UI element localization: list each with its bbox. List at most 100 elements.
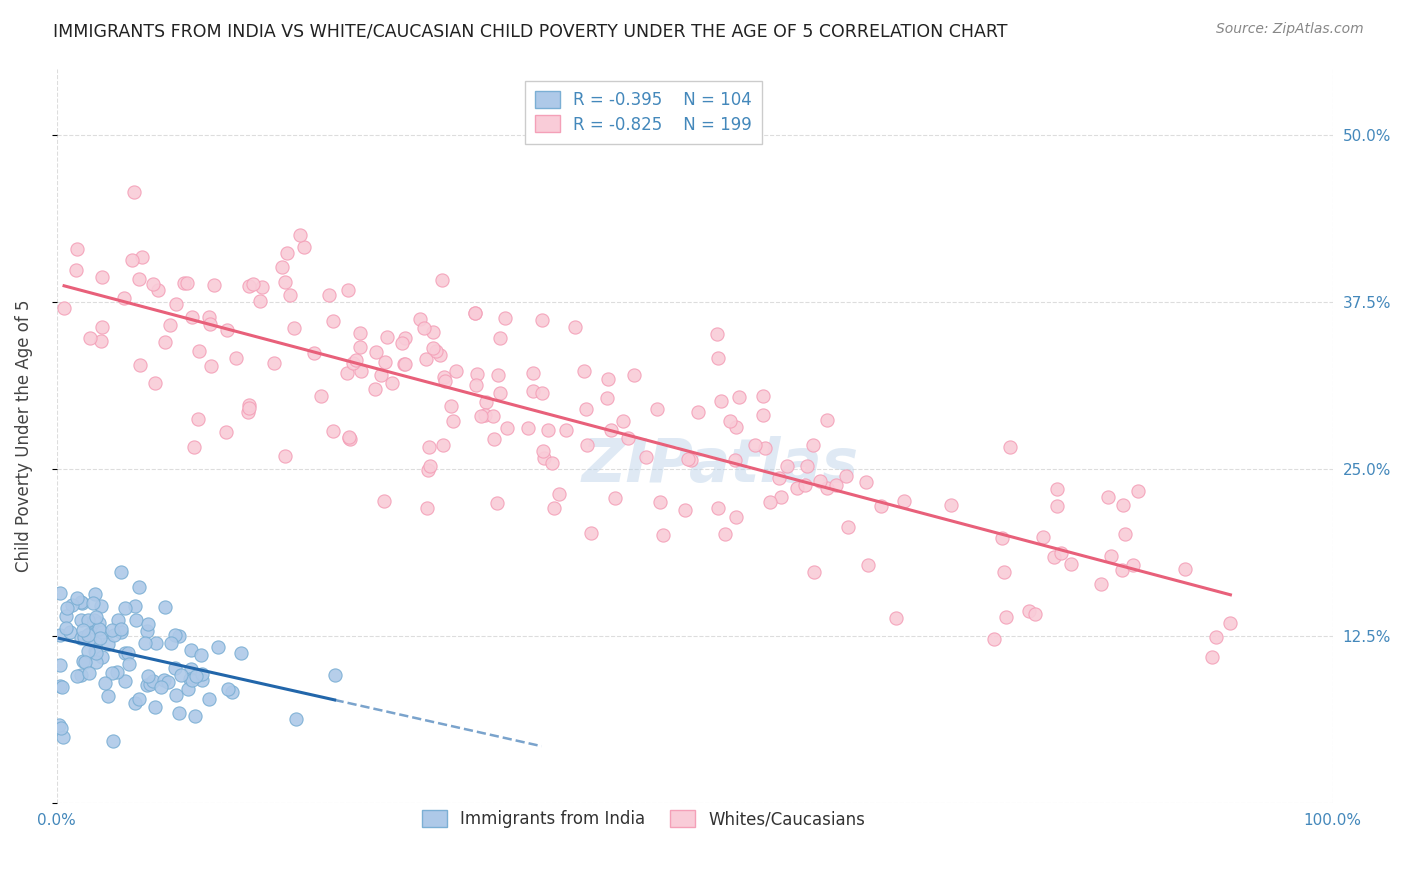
Point <box>485 496 508 510</box>
Point <box>152 673 174 687</box>
Point <box>1090 577 1112 591</box>
Point <box>754 441 776 455</box>
Point <box>430 273 453 287</box>
Point <box>337 430 360 444</box>
Point <box>433 374 456 388</box>
Point <box>837 520 859 534</box>
Point <box>522 366 544 380</box>
Point <box>706 501 728 516</box>
Point <box>422 342 444 356</box>
Point <box>70 613 93 627</box>
Point <box>1032 530 1054 544</box>
Point <box>218 681 240 696</box>
Point <box>165 296 187 310</box>
Point <box>793 478 815 492</box>
Point <box>531 313 554 327</box>
Point <box>238 278 260 293</box>
Point <box>103 628 125 642</box>
Point <box>77 628 100 642</box>
Point <box>1114 527 1136 541</box>
Point <box>464 305 486 319</box>
Point <box>221 685 243 699</box>
Point <box>1205 630 1227 644</box>
Point <box>238 401 260 416</box>
Point <box>537 423 560 437</box>
Point <box>370 368 392 383</box>
Point <box>600 423 623 437</box>
Point <box>75 655 97 669</box>
Point <box>394 331 416 345</box>
Point <box>769 491 792 505</box>
Point <box>309 388 332 402</box>
Point <box>381 376 404 390</box>
Point <box>191 673 214 687</box>
Point <box>335 366 357 380</box>
Point <box>679 452 702 467</box>
Point <box>200 359 222 373</box>
Point <box>167 629 190 643</box>
Point <box>176 277 198 291</box>
Point <box>768 470 790 484</box>
Point <box>572 364 595 378</box>
Point <box>87 622 110 636</box>
Point <box>647 401 669 416</box>
Point <box>995 610 1018 624</box>
Point <box>786 481 808 495</box>
Point <box>52 730 75 744</box>
Point <box>163 628 186 642</box>
Text: IMMIGRANTS FROM INDIA VS WHITE/CAUCASIAN CHILD POVERTY UNDER THE AGE OF 5 CORREL: IMMIGRANTS FROM INDIA VS WHITE/CAUCASIAN… <box>53 22 1008 40</box>
Point <box>159 636 181 650</box>
Point <box>198 317 221 331</box>
Point <box>173 276 195 290</box>
Point <box>337 283 360 297</box>
Point <box>138 616 160 631</box>
Point <box>49 628 72 642</box>
Point <box>114 674 136 689</box>
Point <box>138 677 160 691</box>
Point <box>124 599 146 613</box>
Point <box>394 357 416 371</box>
Point <box>543 500 565 515</box>
Point <box>236 405 259 419</box>
Point <box>1000 440 1022 454</box>
Point <box>516 420 538 434</box>
Point <box>274 275 297 289</box>
Point <box>531 443 554 458</box>
Point <box>198 310 221 325</box>
Point <box>90 599 112 613</box>
Point <box>482 409 505 423</box>
Point <box>176 682 198 697</box>
Point <box>190 648 212 662</box>
Point <box>444 364 467 378</box>
Point <box>323 668 346 682</box>
Point <box>65 263 87 277</box>
Point <box>796 458 818 473</box>
Point <box>66 668 89 682</box>
Point <box>49 586 72 600</box>
Point <box>855 475 877 490</box>
Point <box>1060 558 1083 572</box>
Point <box>941 498 963 512</box>
Point <box>441 414 464 428</box>
Point <box>496 420 519 434</box>
Point <box>134 636 156 650</box>
Point <box>377 330 399 344</box>
Point <box>394 358 416 372</box>
Point <box>576 438 599 452</box>
Point <box>364 383 387 397</box>
Point <box>56 600 79 615</box>
Point <box>416 463 439 477</box>
Point <box>70 595 93 609</box>
Point <box>1122 558 1144 572</box>
Point <box>110 566 132 580</box>
Point <box>564 320 586 334</box>
Point <box>596 391 619 405</box>
Point <box>993 565 1015 579</box>
Point <box>55 608 77 623</box>
Point <box>415 351 437 366</box>
Point <box>188 343 211 358</box>
Point <box>1046 499 1069 513</box>
Point <box>273 449 295 463</box>
Point <box>835 469 858 483</box>
Point <box>284 712 307 726</box>
